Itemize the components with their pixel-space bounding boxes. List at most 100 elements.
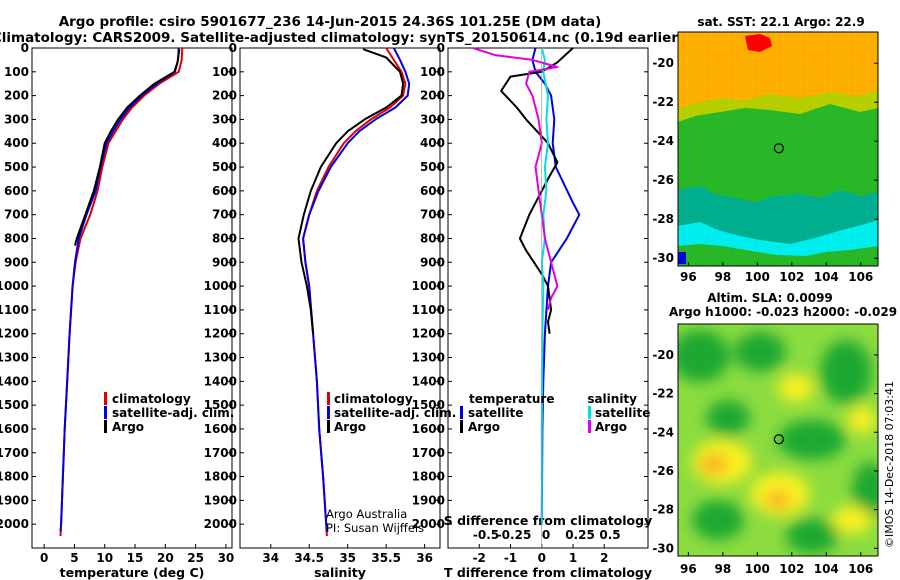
sst-map-field [678, 32, 878, 266]
depth-tick-label: 2000 [412, 517, 445, 531]
salinity-series [297, 47, 411, 537]
s-diff-axis-label: S difference from climatology [444, 513, 653, 528]
salinity-axis-label: salinity [314, 565, 366, 580]
salinity-panel-frame [239, 47, 441, 549]
x-tick-label: 20 [157, 551, 174, 565]
depth-tick-label: 1100 [412, 303, 445, 317]
depth-tick-label: 100 [212, 65, 237, 79]
map-y-tick-label: -26 [652, 173, 674, 187]
depth-tick-label: 900 [420, 255, 445, 269]
depth-tick-label: 1000 [412, 279, 445, 293]
series-satellite-adj-clim- [302, 47, 411, 532]
depth-tick-label: 1700 [0, 446, 29, 460]
sla-map-title1: Altim. SLA: 0.0099 [707, 291, 833, 305]
depth-tick-label: 1700 [412, 446, 445, 460]
legend-swatch-satellite [104, 406, 107, 419]
depth-tick-label: 200 [4, 89, 29, 103]
depth-tick-label: 300 [4, 112, 29, 126]
map-x-tick-label: 106 [848, 562, 873, 576]
series-temperature-argo [500, 47, 574, 334]
t-diff-x-ticks: -2 -1 0 1 2 [473, 544, 608, 565]
x-tick-label: 0 [40, 551, 48, 565]
difference-legend: temperature salinity satellite Argo sate… [460, 392, 650, 434]
depth-tick-label: 1300 [0, 351, 29, 365]
depth-tick-label: 800 [4, 231, 29, 245]
x-tick-label: 30 [218, 551, 235, 565]
depth-tick-label: 700 [420, 208, 445, 222]
s-diff-tick-label: 0 [542, 528, 550, 542]
depth-tick-label: 1000 [204, 279, 237, 293]
map-x-tick-label: 96 [680, 562, 697, 576]
diff-label-sal-sat: satellite [595, 406, 650, 420]
temperature-x-ticks: 0 5 10 15 20 25 30 [40, 544, 234, 565]
x-tick-label: 15 [127, 551, 144, 565]
depth-tick-label: 1200 [412, 327, 445, 341]
depth-tick-label: 900 [4, 255, 29, 269]
x-tick-label: -2 [473, 551, 486, 565]
depth-tick-label: 400 [420, 136, 445, 150]
s-diff-tick-label: -0.25 [497, 528, 532, 542]
sst-map-frame [677, 31, 879, 267]
x-tick-label: 25 [187, 551, 204, 565]
depth-tick-label: 600 [212, 184, 237, 198]
depth-tick-label: 1400 [0, 374, 29, 388]
depth-tick-label: 200 [420, 89, 445, 103]
legend-label-satellite: satellite-adj. clim. [112, 406, 234, 420]
depth-tick-label: 500 [212, 160, 237, 174]
title-line1: Argo profile: csiro 5901677_236 14-Jun-2… [59, 14, 602, 30]
legend-swatch-satellite-2 [327, 406, 330, 419]
map-y-tick-label: -26 [652, 464, 674, 478]
legend-swatch-argo-2 [327, 420, 330, 433]
imos-stamp: ©IMOS 14-Dec-2018 07:03:41 [883, 381, 896, 548]
sla-map-frame [677, 323, 879, 557]
depth-tick-label: 1700 [204, 446, 237, 460]
depth-tick-label: 500 [4, 160, 29, 174]
diff-swatch-sal-sat [588, 406, 591, 419]
title-line2: Climatology: CARS2009. Satellite-adjuste… [0, 30, 684, 46]
series-argo [297, 48, 405, 334]
x-tick-label: 5 [70, 551, 78, 565]
depth-tick-label: 900 [212, 255, 237, 269]
depth-tick-label: 1100 [0, 303, 29, 317]
depth-tick-label: 0 [437, 41, 445, 55]
temperature-panel-frame [31, 47, 233, 549]
s-diff-tick-label: 0.5 [599, 528, 620, 542]
diff-legend-temp-header: temperature [469, 392, 554, 406]
legend-label-climatology-2: climatology [334, 392, 413, 406]
map-y-tick-label: -28 [652, 503, 674, 517]
depth-tick-label: 500 [420, 160, 445, 174]
depth-tick-label: 200 [212, 89, 237, 103]
diff-label-temp-sat: satellite [468, 406, 523, 420]
salinity-x-ticks: 34 34.5 35 35.5 36 [262, 544, 433, 565]
map-x-tick-label: 100 [745, 562, 770, 576]
x-tick-label: -1 [504, 551, 517, 565]
series-temperature-satellite [531, 47, 581, 525]
series-climatology [59, 47, 184, 537]
legend-swatch-climatology [104, 392, 107, 405]
argo-marker-sst [773, 143, 784, 154]
map-y-tick-label: -24 [652, 425, 674, 439]
legend-swatch-climatology-2 [327, 392, 330, 405]
depth-tick-label: 600 [4, 184, 29, 198]
x-tick-label: 0 [538, 551, 546, 565]
map-x-tick-label: 102 [779, 562, 804, 576]
depth-tick-label: 0 [21, 41, 29, 55]
sla-map-field [678, 324, 878, 556]
map-y-tick-label: -30 [652, 251, 674, 265]
depth-tick-label: 800 [212, 231, 237, 245]
depth-tick-label: 1400 [412, 374, 445, 388]
salinity-legend: climatology satellite-adj. clim. Argo [327, 392, 456, 434]
diff-swatch-sal-argo [588, 420, 591, 433]
credit-line2: PI: Susan Wijffels [326, 521, 424, 535]
x-tick-label: 35 [339, 551, 356, 565]
map-y-tick-label: -22 [652, 387, 674, 401]
x-tick-label: 36 [416, 551, 433, 565]
diff-label-sal-argo: Argo [595, 420, 627, 434]
depth-tick-label: 1500 [412, 398, 445, 412]
map-y-tick-label: -28 [652, 212, 674, 226]
x-tick-label: 10 [96, 551, 113, 565]
depth-tick-label: 1600 [412, 422, 445, 436]
depth-tick-label: 1500 [0, 398, 29, 412]
series-satellite-adj-clim- [59, 47, 180, 532]
sla-map-title2: Argo h1000: -0.023 h2000: -0.029 [669, 305, 897, 319]
